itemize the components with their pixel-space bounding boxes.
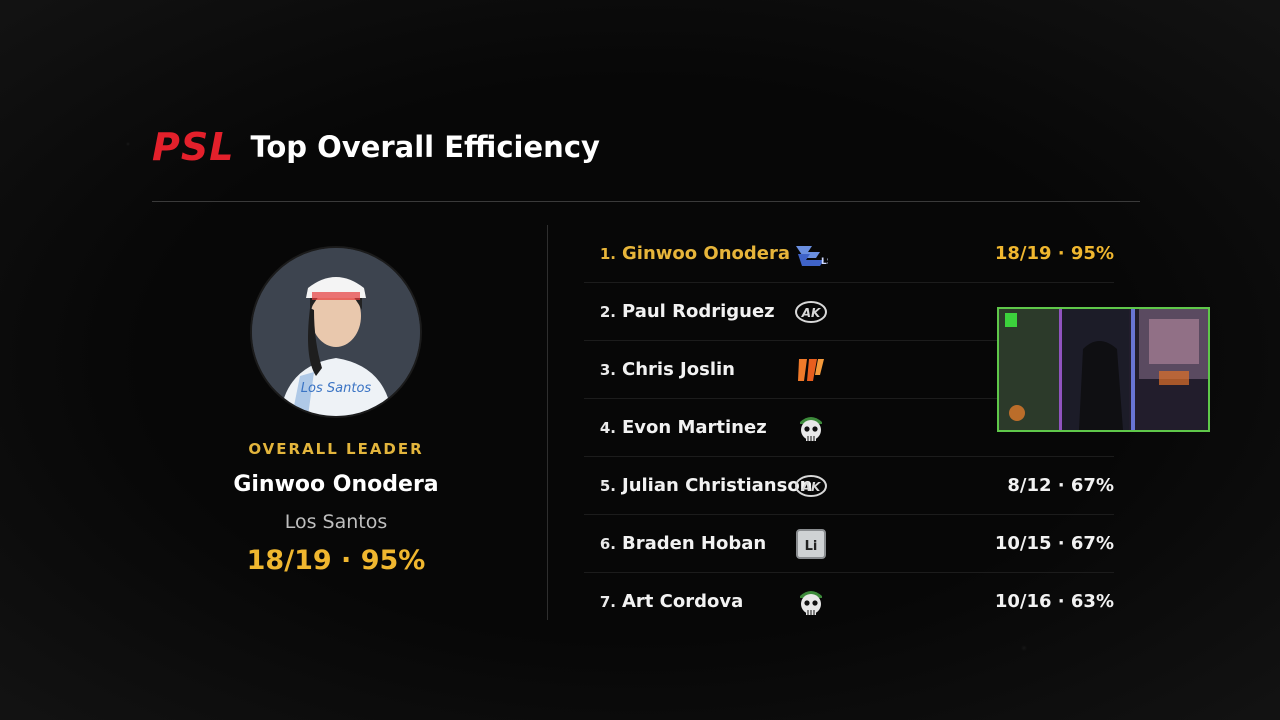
- skull-team-icon: [794, 411, 828, 445]
- los-santos-icon: LS: [794, 237, 828, 271]
- skull-team-icon: [794, 585, 828, 619]
- row-rank: 5.: [599, 476, 616, 495]
- ak-team-icon: AK: [794, 469, 828, 503]
- leaderboard: 1. Ginwoo Onodera LS 18/19 · 95% 2. Paul…: [584, 225, 1114, 630]
- row-stat: 18/19 · 95%: [994, 243, 1114, 264]
- psl-logo: PSL: [152, 125, 235, 169]
- row-rank: 3.: [599, 360, 616, 379]
- row-player-name: Evon Martinez: [622, 417, 767, 438]
- leaderboard-row: 2. Paul Rodriguez AK: [584, 283, 1114, 341]
- row-player-name: Julian Christianson: [622, 475, 813, 496]
- row-player-name: Paul Rodriguez: [622, 301, 775, 322]
- svg-text:LS: LS: [821, 257, 828, 267]
- leaderboard-row: 7. Art Cordova 10/16 · 63%: [584, 573, 1114, 630]
- ak-team-icon: AK: [794, 295, 828, 329]
- row-rank: 2.: [599, 302, 616, 321]
- leader-team: Los Santos: [284, 511, 388, 533]
- page-title: Top Overall Efficiency: [250, 130, 600, 164]
- leader-stat: 18/19 · 95%: [246, 545, 426, 576]
- svg-text:AK: AK: [801, 480, 822, 494]
- header-divider: [152, 201, 1140, 202]
- row-player-name: Art Cordova: [622, 591, 744, 612]
- header: PSL Top Overall Efficiency: [152, 124, 600, 170]
- leader-name: Ginwoo Onodera: [233, 472, 439, 497]
- row-rank: 7.: [599, 592, 616, 611]
- row-rank: 4.: [599, 418, 616, 437]
- orange-team-icon: [794, 353, 828, 387]
- leaderboard-row: 1. Ginwoo Onodera LS 18/19 · 95%: [584, 225, 1114, 283]
- leaderboard-row: 5. Julian Christianson AK 8/12 · 67%: [584, 457, 1114, 515]
- leader-label: OVERALL LEADER: [248, 440, 424, 458]
- row-stat: 10/15 · 67%: [994, 533, 1114, 554]
- row-player-name: Braden Hoban: [622, 533, 767, 554]
- column-divider: [547, 225, 548, 620]
- row-rank: 1.: [599, 244, 616, 263]
- row-stat: 8/12 · 67%: [1007, 475, 1114, 496]
- leaderboard-row: 3. Chris Joslin: [584, 341, 1114, 399]
- webcam-overlay: [997, 307, 1210, 432]
- svg-text:AK: AK: [801, 306, 822, 320]
- avatar: Los Santos: [250, 246, 422, 418]
- li-team-icon: Li: [794, 527, 828, 561]
- leader-panel: Los Santos OVERALL LEADER Ginwoo Onodera…: [206, 246, 466, 576]
- row-rank: 6.: [599, 534, 616, 553]
- leaderboard-row: 4. Evon Martinez: [584, 399, 1114, 457]
- row-player-name: Chris Joslin: [622, 359, 735, 380]
- svg-text:Li: Li: [805, 539, 818, 554]
- svg-text:Los Santos: Los Santos: [301, 381, 372, 396]
- leaderboard-row: 6. Braden Hoban Li 10/15 · 67%: [584, 515, 1114, 573]
- row-player-name: Ginwoo Onodera: [622, 243, 790, 264]
- row-stat: 10/16 · 63%: [994, 591, 1114, 612]
